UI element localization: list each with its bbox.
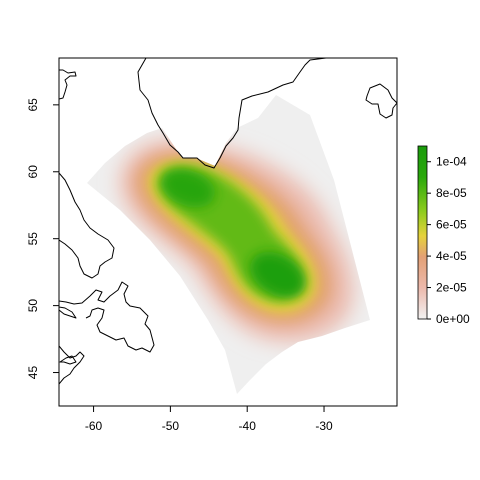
density-peak-south bbox=[250, 252, 306, 298]
coastline-gaspe bbox=[59, 306, 77, 319]
y-tick-label: 55 bbox=[26, 232, 40, 246]
x-tick-label: -50 bbox=[162, 419, 180, 433]
colorbar-ticks: 0e+00 2e-05 4e-05 6e-05 8e-05 1e-04 bbox=[427, 155, 470, 326]
x-tick-label: -40 bbox=[239, 419, 257, 433]
colorbar-tick-label: 1e-04 bbox=[436, 155, 467, 169]
colorbar-tick-label: 6e-05 bbox=[436, 218, 467, 232]
coastline-greenland bbox=[137, 58, 327, 169]
colorbar-tick-label: 4e-05 bbox=[436, 249, 467, 263]
plot-frame bbox=[58, 57, 398, 407]
coastline-baffin bbox=[59, 69, 77, 100]
coastlines bbox=[59, 58, 397, 385]
coastline-maine bbox=[59, 345, 85, 385]
density-surface bbox=[119, 139, 354, 342]
coastline-nova-scotia bbox=[59, 355, 77, 365]
coastline-labrador bbox=[59, 172, 115, 279]
x-tick-label: -30 bbox=[315, 419, 333, 433]
x-tick-label: -60 bbox=[85, 419, 103, 433]
colorbar-tick-label: 2e-05 bbox=[436, 281, 467, 295]
x-axis: -60 -50 -40 -30 bbox=[85, 406, 333, 433]
density-peak-north bbox=[160, 168, 216, 208]
colorbar-tick-label: 0e+00 bbox=[436, 312, 470, 326]
coastline-newfoundland bbox=[59, 281, 155, 353]
y-axis: 45 50 55 60 65 bbox=[26, 98, 59, 379]
colorbar: 0e+00 2e-05 4e-05 6e-05 8e-05 1e-04 bbox=[417, 145, 470, 326]
y-tick-label: 45 bbox=[26, 366, 40, 380]
y-tick-label: 60 bbox=[26, 165, 40, 179]
y-tick-label: 65 bbox=[26, 98, 40, 112]
y-tick-label: 50 bbox=[26, 299, 40, 313]
colorbar-ramp bbox=[417, 145, 428, 320]
colorbar-tick-label: 8e-05 bbox=[436, 186, 467, 200]
coastline-iceland bbox=[365, 83, 397, 119]
